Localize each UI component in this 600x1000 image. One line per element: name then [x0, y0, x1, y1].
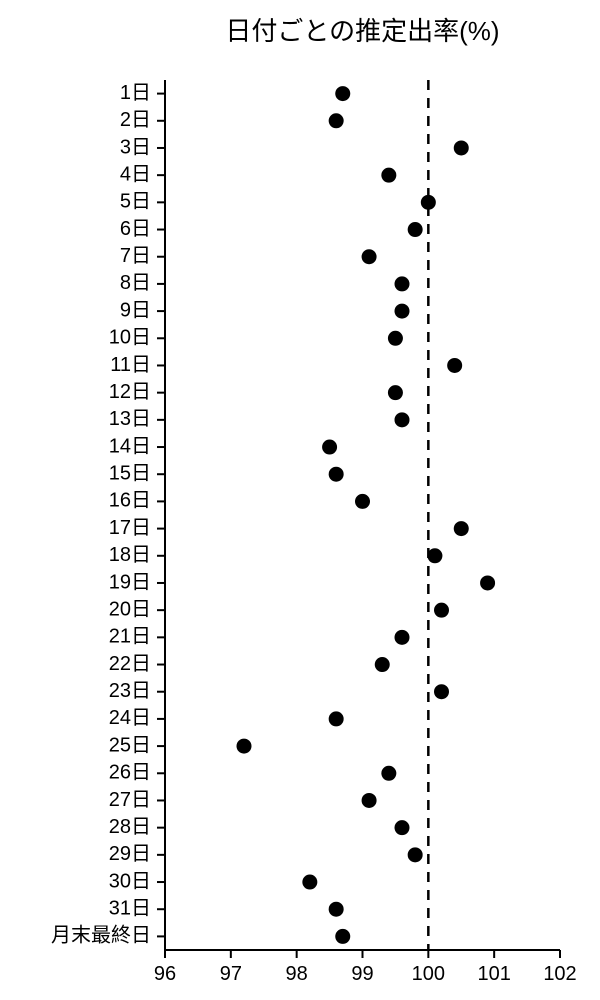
data-point: [395, 304, 410, 319]
y-tick-label: 2日: [120, 109, 151, 131]
data-point: [480, 575, 495, 590]
y-tick-label: 21日: [109, 626, 151, 648]
x-tick-label: 97: [220, 963, 242, 985]
x-tick-label: 102: [543, 963, 576, 985]
y-tick-label: 17日: [109, 517, 151, 539]
data-point: [322, 440, 337, 455]
data-point: [302, 875, 317, 890]
data-point: [362, 249, 377, 264]
y-tick-label: 16日: [109, 490, 151, 512]
x-tick-label: 101: [477, 963, 510, 985]
y-tick-label: 1日: [120, 82, 151, 104]
chart-container: 日付ごとの推定出率(%) 1日 2日 3日 4日 5日 6日 7日 8日 9日 10日 11日 12日 1…: [0, 0, 600, 1000]
y-tick-label: 12日: [109, 381, 151, 403]
y-tick-label: 3日: [120, 136, 151, 158]
data-point: [381, 168, 396, 183]
data-point: [375, 657, 390, 672]
data-point: [395, 412, 410, 427]
y-tick-label: 6日: [120, 218, 151, 240]
data-point: [454, 140, 469, 155]
y-tick-label: 20日: [109, 598, 151, 620]
data-point: [237, 739, 252, 754]
y-tick-label: 10日: [109, 327, 151, 349]
dotplot-svg: 日付ごとの推定出率(%) 1日 2日 3日 4日 5日 6日 7日 8日 9日 10日 11日 12日 1…: [0, 0, 600, 1000]
x-tick-label: 100: [412, 963, 445, 985]
y-tick-label: 19日: [109, 571, 151, 593]
y-tick-label: 18日: [109, 544, 151, 566]
y-tick-label: 13日: [109, 408, 151, 430]
chart-title: 日付ごとの推定出率(%): [225, 16, 499, 46]
data-point: [329, 902, 344, 917]
data-point: [434, 603, 449, 618]
data-point: [447, 358, 462, 373]
x-tick-label: 99: [351, 963, 373, 985]
y-tick-label: 28日: [109, 816, 151, 838]
y-tick-label: 24日: [109, 707, 151, 729]
data-point: [362, 793, 377, 808]
y-tick-label: 30日: [109, 870, 151, 892]
y-tick-label: 7日: [120, 245, 151, 267]
data-point: [381, 766, 396, 781]
data-point: [329, 113, 344, 128]
data-point: [395, 276, 410, 291]
data-point: [329, 467, 344, 482]
data-point: [335, 86, 350, 101]
data-point: [329, 711, 344, 726]
y-tick-label: 23日: [109, 680, 151, 702]
y-tick-label: 26日: [109, 762, 151, 784]
y-tick-label: 4日: [120, 163, 151, 185]
y-tick-label: 5日: [120, 191, 151, 213]
data-point: [388, 331, 403, 346]
y-tick-label: 月末最終日: [51, 924, 151, 947]
data-point: [454, 521, 469, 536]
data-point: [434, 684, 449, 699]
x-tick-label: 98: [286, 963, 308, 985]
y-tick-label: 9日: [120, 299, 151, 321]
data-point: [395, 630, 410, 645]
data-point: [395, 820, 410, 835]
data-point: [388, 385, 403, 400]
data-point: [427, 548, 442, 563]
data-point: [355, 494, 370, 509]
y-tick-label: 27日: [109, 789, 151, 811]
y-tick-label: 14日: [109, 435, 151, 457]
y-tick-label: 25日: [109, 734, 151, 756]
data-point: [408, 847, 423, 862]
y-tick-label: 22日: [109, 653, 151, 675]
data-point: [408, 222, 423, 237]
data-point: [421, 195, 436, 210]
data-point: [335, 929, 350, 944]
y-tick-label: 29日: [109, 843, 151, 865]
x-tick-label: 96: [154, 963, 176, 985]
y-tick-label: 15日: [109, 463, 151, 485]
y-tick-label: 31日: [109, 898, 151, 920]
y-tick-label: 11日: [110, 354, 151, 376]
y-tick-label: 8日: [120, 272, 151, 294]
